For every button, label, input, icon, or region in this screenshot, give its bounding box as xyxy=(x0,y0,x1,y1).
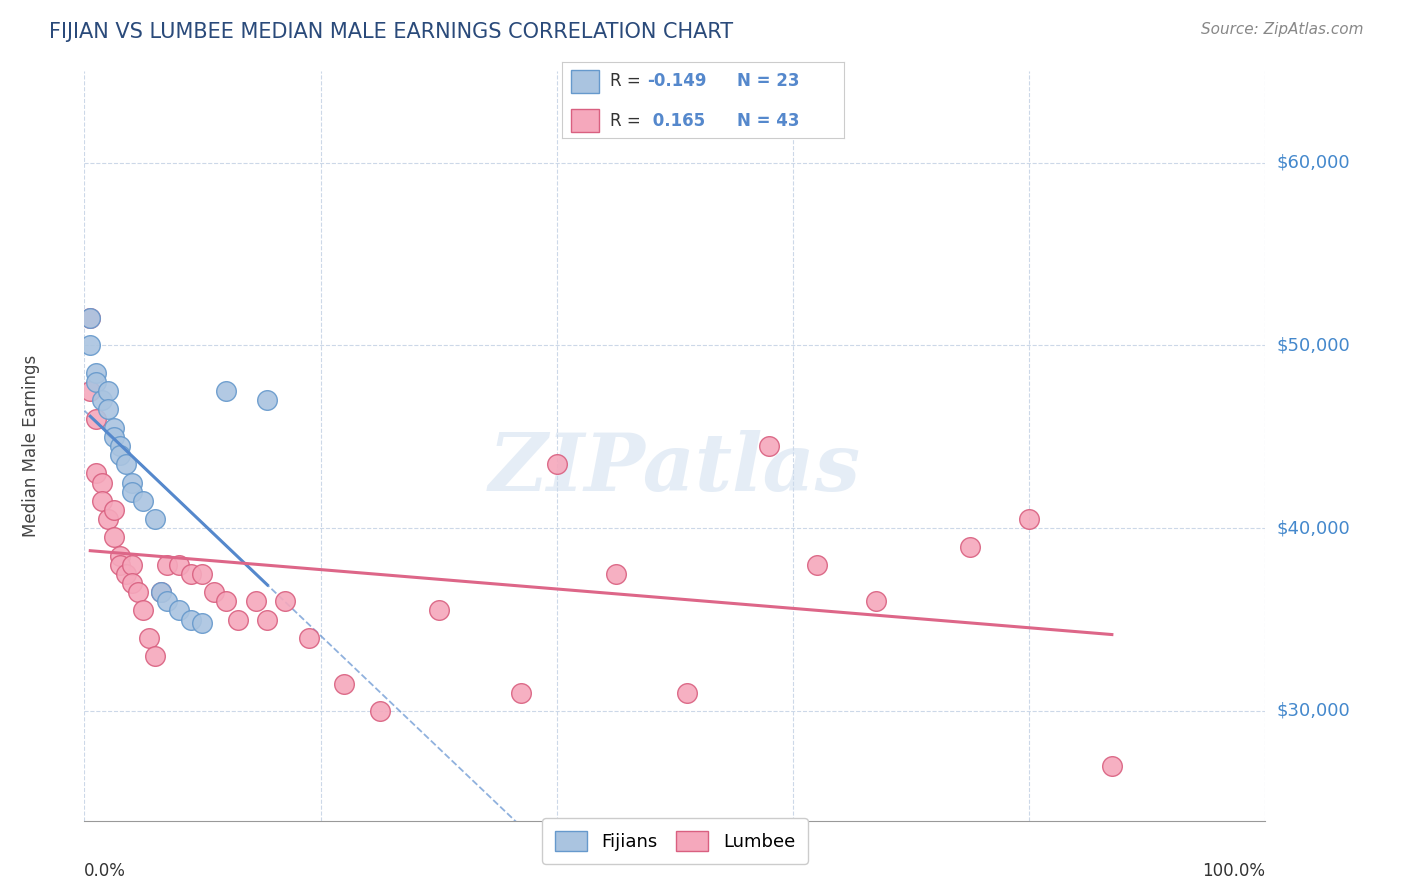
Point xyxy=(121,576,143,591)
Point xyxy=(510,686,533,700)
Point xyxy=(256,613,278,627)
Point xyxy=(1018,512,1040,526)
Point xyxy=(91,493,114,508)
Point xyxy=(79,338,101,352)
Point xyxy=(156,558,179,572)
Point xyxy=(427,603,450,617)
Point xyxy=(1101,759,1123,773)
Point xyxy=(132,603,155,617)
Point xyxy=(191,616,214,631)
Point xyxy=(150,585,173,599)
Point xyxy=(150,585,173,599)
Point xyxy=(79,311,101,326)
Point xyxy=(274,594,297,608)
Point xyxy=(167,603,190,617)
Point xyxy=(108,558,131,572)
Text: N = 43: N = 43 xyxy=(737,112,799,130)
FancyBboxPatch shape xyxy=(571,70,599,93)
Point xyxy=(298,631,321,645)
Point xyxy=(79,384,101,399)
Point xyxy=(156,594,179,608)
Point xyxy=(114,566,136,581)
Text: Source: ZipAtlas.com: Source: ZipAtlas.com xyxy=(1201,22,1364,37)
Point xyxy=(758,439,780,453)
Point xyxy=(79,311,101,326)
Text: -0.149: -0.149 xyxy=(647,72,706,90)
Point xyxy=(865,594,887,608)
Point xyxy=(97,402,120,417)
Point xyxy=(132,493,155,508)
Text: ZIPatlas: ZIPatlas xyxy=(489,430,860,508)
Point xyxy=(103,503,125,517)
Point xyxy=(84,467,107,481)
Point xyxy=(103,530,125,544)
Point xyxy=(138,631,160,645)
Point xyxy=(121,484,143,499)
Text: R =: R = xyxy=(610,72,647,90)
Point xyxy=(143,649,166,664)
Point xyxy=(256,393,278,408)
Point xyxy=(215,594,238,608)
Point xyxy=(108,439,131,453)
Point xyxy=(215,384,238,399)
Text: Median Male Earnings: Median Male Earnings xyxy=(22,355,41,537)
Point xyxy=(114,457,136,471)
Text: $60,000: $60,000 xyxy=(1277,153,1350,172)
Point xyxy=(333,676,356,690)
Text: R =: R = xyxy=(610,112,647,130)
Point xyxy=(108,549,131,563)
Point xyxy=(191,566,214,581)
FancyBboxPatch shape xyxy=(571,110,599,132)
Point xyxy=(368,704,391,718)
Point xyxy=(675,686,697,700)
Text: $30,000: $30,000 xyxy=(1277,702,1350,720)
Point xyxy=(97,384,120,399)
Point xyxy=(180,613,202,627)
Point xyxy=(167,558,190,572)
Point xyxy=(806,558,828,572)
Point xyxy=(605,566,627,581)
Point xyxy=(91,393,114,408)
Point xyxy=(127,585,149,599)
Point xyxy=(103,430,125,444)
Point xyxy=(84,366,107,380)
Point xyxy=(97,512,120,526)
Text: 0.0%: 0.0% xyxy=(84,862,127,880)
Text: 100.0%: 100.0% xyxy=(1202,862,1265,880)
Point xyxy=(245,594,267,608)
Point xyxy=(121,475,143,490)
Text: $50,000: $50,000 xyxy=(1277,336,1350,354)
Point xyxy=(959,540,981,554)
Point xyxy=(546,457,568,471)
Point xyxy=(91,475,114,490)
Point xyxy=(103,421,125,435)
Text: 0.165: 0.165 xyxy=(647,112,704,130)
Point xyxy=(226,613,249,627)
Point xyxy=(108,448,131,462)
Point xyxy=(121,558,143,572)
Text: $40,000: $40,000 xyxy=(1277,519,1350,537)
Point xyxy=(84,375,107,389)
Text: FIJIAN VS LUMBEE MEDIAN MALE EARNINGS CORRELATION CHART: FIJIAN VS LUMBEE MEDIAN MALE EARNINGS CO… xyxy=(49,22,734,42)
Point xyxy=(143,512,166,526)
Point xyxy=(84,411,107,425)
Point xyxy=(180,566,202,581)
Legend: Fijians, Lumbee: Fijians, Lumbee xyxy=(543,818,807,864)
Point xyxy=(202,585,225,599)
Text: N = 23: N = 23 xyxy=(737,72,799,90)
